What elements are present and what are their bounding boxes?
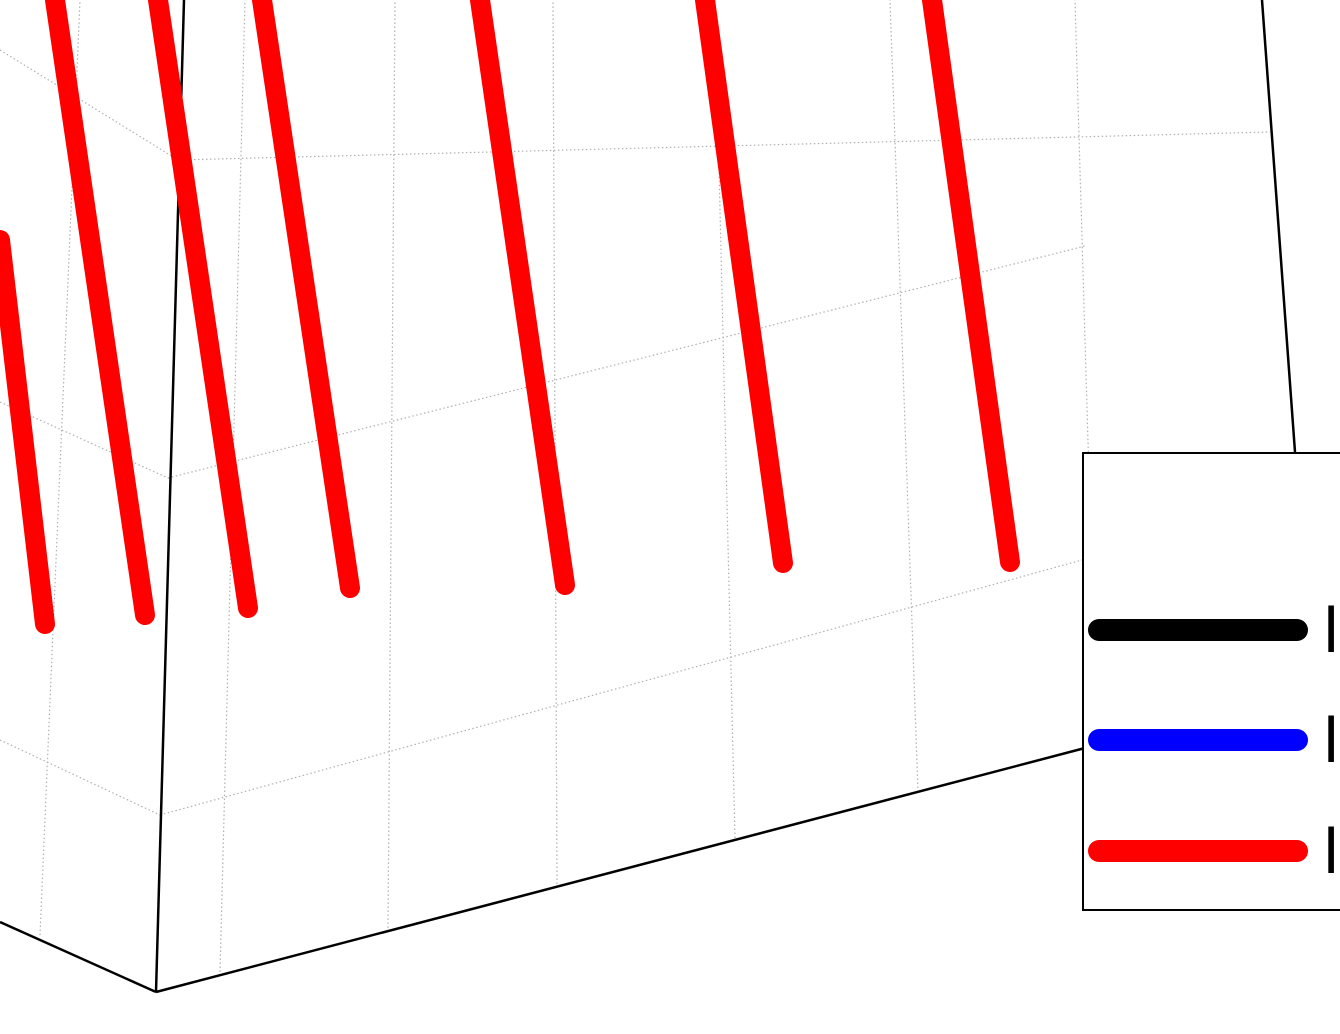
red-series-line-2 xyxy=(45,0,155,625)
grid-line-vertical-5 xyxy=(889,0,919,793)
legend-entry-1: l xyxy=(1084,594,1340,666)
legend-label-3: l xyxy=(1324,815,1339,887)
grid-line-sloped-2 xyxy=(167,245,1086,479)
grid-line-vertical-3 xyxy=(552,0,558,885)
red-series-line-4 xyxy=(252,0,360,598)
red-series-lines xyxy=(0,0,1020,634)
legend-swatch-red xyxy=(1088,840,1308,862)
legend-swatch-black xyxy=(1088,619,1308,641)
legend: l l l xyxy=(1082,452,1340,911)
grid-line-sloped-1 xyxy=(159,559,1083,816)
legend-entry-3: l xyxy=(1084,815,1340,887)
axes-box xyxy=(0,0,1297,994)
legend-entry-2: l xyxy=(1084,704,1340,776)
red-series-line-1 xyxy=(0,230,55,634)
red-series-line-6 xyxy=(695,0,793,573)
axis-edge-bottom-left xyxy=(0,920,157,994)
grid-line-left-sloped-2 xyxy=(0,401,169,479)
legend-label-2: l xyxy=(1324,704,1339,776)
legend-label-1: l xyxy=(1324,594,1339,666)
red-series-line-7 xyxy=(922,0,1020,572)
grid-line-left-sloped-3 xyxy=(0,49,179,161)
grid-line-left-sloped-1 xyxy=(0,739,161,816)
red-series-line-5 xyxy=(470,0,575,595)
legend-swatch-blue xyxy=(1088,729,1308,751)
red-series-line-3 xyxy=(148,0,258,618)
grid-line-vertical-2 xyxy=(387,0,396,929)
axis-edge-right xyxy=(1260,0,1297,453)
axis-edge-bottom-right xyxy=(155,746,1086,994)
grid-lines xyxy=(0,0,1271,973)
